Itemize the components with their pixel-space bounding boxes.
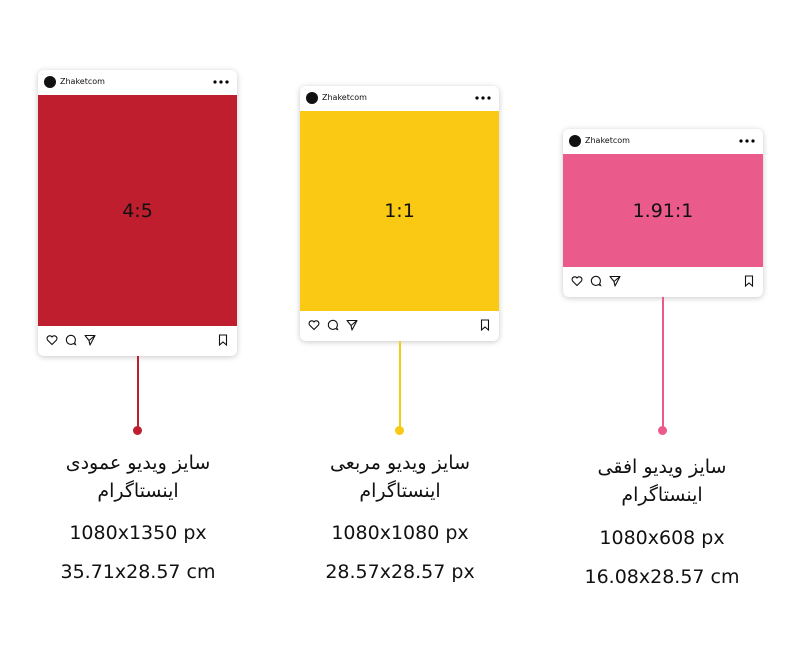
title-line: اینستاگرام (359, 480, 441, 502)
comment-icon (590, 275, 602, 287)
connector-dot (133, 426, 142, 435)
size-px: 1080x1080 px (331, 522, 469, 544)
title-line: سایز ویدیو افقی (597, 456, 727, 478)
save-icon (744, 275, 754, 287)
title-line: سایز ویدیو مربعی (329, 452, 471, 474)
post-card: Zhaketcom 1:1 (300, 86, 499, 341)
post-footer (563, 267, 763, 297)
save-icon (218, 334, 228, 346)
share-icon (84, 334, 96, 346)
post-header: Zhaketcom (38, 70, 237, 95)
more-icon (475, 96, 491, 100)
ratio-label: 4:5 (122, 199, 153, 222)
post-card: Zhaketcom 4:5 (38, 70, 237, 356)
avatar (44, 76, 56, 88)
account-name: Zhaketcom (322, 93, 367, 102)
account-name: Zhaketcom (60, 77, 105, 86)
connector-line (662, 297, 664, 430)
avatar (569, 135, 581, 147)
post-header: Zhaketcom (300, 86, 499, 111)
size-cm: 16.08x28.57 cm (584, 566, 740, 588)
post-footer (300, 311, 499, 341)
more-icon (213, 80, 229, 84)
connector-line (399, 341, 401, 430)
post-header: Zhaketcom (563, 129, 763, 154)
like-icon (308, 320, 320, 331)
avatar (306, 92, 318, 104)
size-px: 1080x608 px (599, 527, 725, 549)
more-icon (739, 139, 755, 143)
ratio-label: 1:1 (384, 200, 415, 222)
share-icon (346, 319, 358, 331)
like-icon (46, 335, 58, 346)
ratio-label: 1.91:1 (632, 199, 694, 222)
size-cm: 28.57x28.57 px (325, 561, 475, 583)
connector-dot (658, 426, 667, 435)
comment-icon (327, 319, 339, 331)
post-image: 1.91:1 (563, 154, 763, 267)
size-cm: 35.71x28.57 cm (60, 561, 216, 583)
share-icon (609, 275, 621, 287)
save-icon (480, 319, 490, 331)
comment-icon (65, 334, 77, 346)
like-icon (571, 276, 583, 287)
post-image: 4:5 (38, 95, 237, 326)
size-px: 1080x1350 px (69, 522, 207, 544)
post-card: Zhaketcom 1.91:1 (563, 129, 763, 297)
account-name: Zhaketcom (585, 136, 630, 145)
title-line: اینستاگرام (621, 484, 703, 506)
post-footer (38, 326, 237, 356)
connector-line (137, 356, 139, 430)
connector-dot (395, 426, 404, 435)
title-line: سایز ویدیو عمودی (65, 452, 211, 474)
post-image: 1:1 (300, 111, 499, 311)
title-line: اینستاگرام (97, 480, 179, 502)
